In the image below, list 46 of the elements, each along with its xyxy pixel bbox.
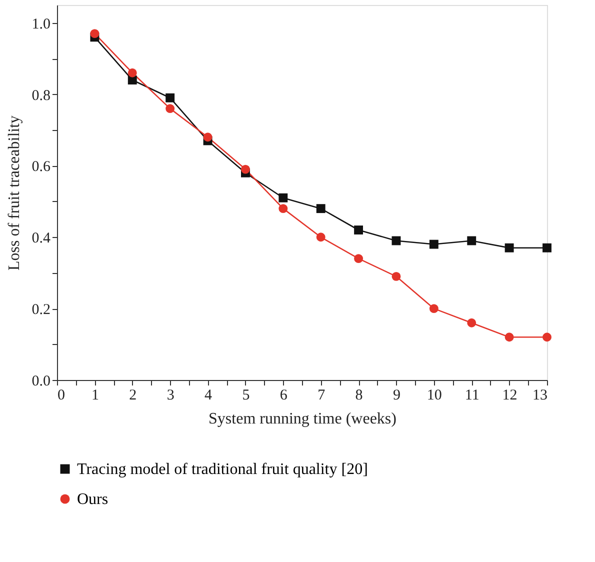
point xyxy=(354,254,364,264)
point xyxy=(166,93,175,102)
point xyxy=(278,204,288,214)
x-axis-title: System running time (weeks) xyxy=(208,410,396,428)
y-tick-label: 0.2 xyxy=(32,302,50,318)
point xyxy=(392,236,401,246)
point xyxy=(504,332,514,342)
y-tick-label: 0.6 xyxy=(32,159,51,176)
point xyxy=(392,272,401,281)
point xyxy=(203,132,212,142)
x-tick-label: 0 xyxy=(58,388,65,404)
x-tick-label: 13 xyxy=(532,388,548,404)
point xyxy=(166,104,175,114)
y-tick-label: 0.4 xyxy=(32,230,51,247)
point xyxy=(278,193,288,202)
point xyxy=(316,204,326,214)
point xyxy=(128,68,137,78)
legend-label: Ours xyxy=(77,491,108,508)
x-tick-label: 11 xyxy=(464,388,480,404)
point xyxy=(90,29,100,38)
point xyxy=(542,332,552,342)
x-tick-label: 10 xyxy=(426,388,442,404)
point xyxy=(240,164,250,174)
y-tick-label: 0.8 xyxy=(32,88,50,104)
x-tick-label: 6 xyxy=(280,388,288,404)
point xyxy=(467,318,476,328)
legend-label: Tracing model of traditional fruit quality [20] xyxy=(77,461,368,478)
point xyxy=(316,232,326,242)
point xyxy=(504,243,514,252)
x-tick-label: 4 xyxy=(204,388,213,404)
y-axis-title: Loss of fruit traceability xyxy=(6,115,23,271)
point xyxy=(354,226,364,234)
point xyxy=(429,304,438,314)
x-tick-label: 3 xyxy=(166,388,174,404)
x-tick-label: 2 xyxy=(129,388,137,404)
x-tick-label: 9 xyxy=(392,388,400,404)
x-tick-label: 12 xyxy=(502,388,518,404)
point xyxy=(542,243,552,252)
x-tick-label: 8 xyxy=(355,388,363,404)
y-tick-label: 0.0 xyxy=(32,374,50,390)
x-tick-label: 1 xyxy=(91,388,99,404)
point xyxy=(429,240,438,249)
x-tick-label: 7 xyxy=(318,388,326,404)
point xyxy=(467,236,476,246)
y-tick-label: 1.0 xyxy=(32,16,50,32)
x-tick-label: 5 xyxy=(242,388,250,404)
